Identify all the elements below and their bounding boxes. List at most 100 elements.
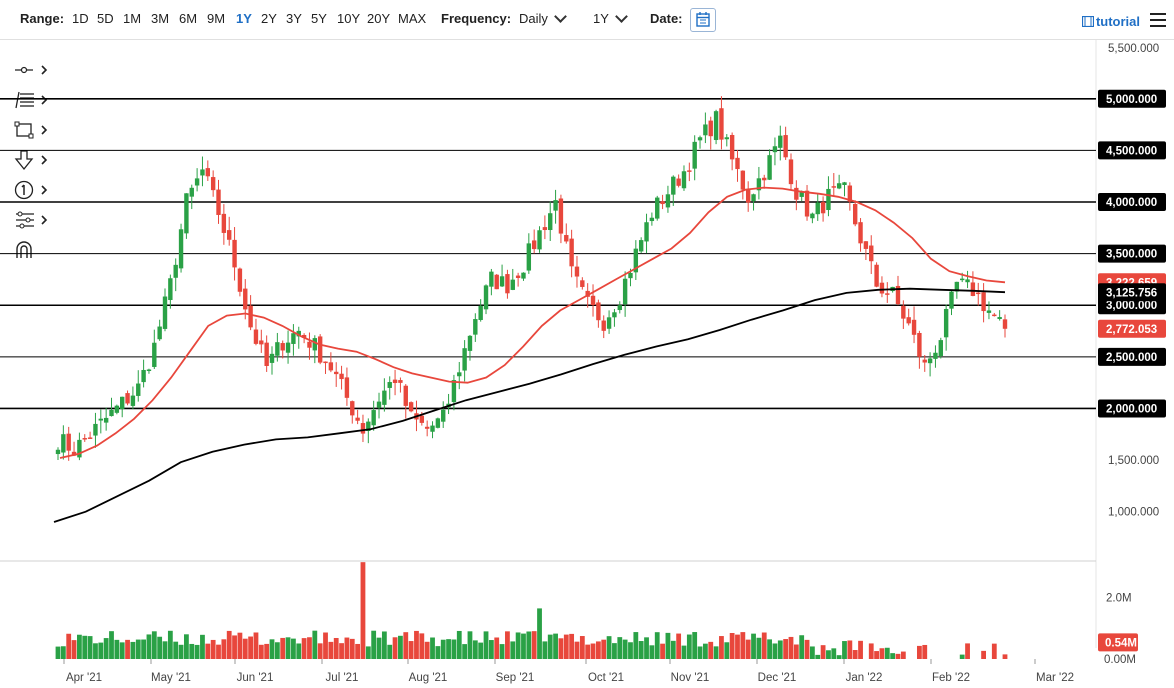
line-tool-button[interactable]	[12, 58, 52, 82]
range-button-1y[interactable]: 1Y	[236, 11, 252, 26]
volume-bar	[751, 633, 756, 659]
chevron-down-icon	[554, 10, 567, 23]
volume-bar	[649, 645, 655, 659]
volume-tick-0: 0.00M	[1104, 654, 1136, 666]
level-label-4500: 4,500.000	[1106, 145, 1157, 157]
range-button-1m[interactable]: 1M	[123, 11, 142, 26]
candle-body	[451, 380, 457, 403]
range-button-max[interactable]: MAX	[398, 11, 427, 26]
volume-bar	[895, 653, 901, 659]
candle-body	[708, 120, 713, 137]
rectangle-tool-button[interactable]	[12, 118, 52, 142]
range-button-6m[interactable]: 6M	[179, 11, 198, 26]
range-button-5y[interactable]: 5Y	[311, 11, 327, 26]
volume-bar	[419, 633, 425, 659]
candle-body	[194, 178, 200, 186]
date-picker-button[interactable]	[690, 8, 716, 32]
candle-body	[408, 402, 414, 412]
candle-body	[280, 343, 285, 351]
candle-body	[419, 415, 425, 423]
frequency-select[interactable]: Daily	[519, 10, 567, 26]
range-button-3y[interactable]: 3Y	[286, 11, 302, 26]
volume-bar	[328, 641, 334, 659]
candle-body	[371, 410, 376, 426]
volume-bar	[826, 650, 831, 659]
volume-bar	[494, 637, 500, 659]
range-button-5d[interactable]: 5D	[97, 11, 114, 26]
volume-bar	[205, 643, 211, 659]
volume-bar	[269, 639, 275, 659]
candle-body	[949, 291, 954, 309]
volume-bar	[900, 651, 906, 659]
tutorial-link[interactable]: tutorial	[1081, 14, 1140, 29]
magnet-tool-button[interactable]	[12, 238, 52, 262]
candle-body	[189, 187, 194, 197]
volume-bar	[510, 641, 516, 659]
volume-bar	[162, 641, 168, 659]
volume-bar	[189, 643, 195, 659]
volume-bar	[403, 632, 409, 659]
level-label-5000: 5,000.000	[1106, 94, 1157, 106]
volume-bar	[767, 639, 772, 659]
volume-bar	[82, 635, 88, 659]
candle-body	[109, 409, 114, 417]
volume-bar	[125, 639, 130, 659]
numbered-marker-icon	[14, 180, 48, 200]
number-tool-button[interactable]	[12, 178, 52, 202]
candle-body	[986, 310, 992, 313]
candle-body	[227, 230, 232, 240]
volume-bar	[852, 650, 858, 659]
volume-bar	[820, 645, 826, 659]
volume-bar	[349, 638, 355, 659]
volume-bar	[392, 637, 398, 659]
candle-body	[178, 229, 184, 269]
frequency-value: Daily	[519, 11, 548, 26]
volume-bar	[146, 634, 152, 659]
candle-body	[216, 189, 221, 215]
candle-body	[874, 264, 879, 287]
time-tick-label: Nov '21	[671, 672, 710, 684]
volume-bar	[414, 630, 419, 659]
level-label-2000: 2,000.000	[1106, 403, 1157, 415]
range-button-3m[interactable]: 3M	[151, 11, 170, 26]
period-value: 1Y	[593, 11, 609, 26]
time-tick-label: May '21	[151, 672, 191, 684]
range-button-1d[interactable]: 1D	[72, 11, 89, 26]
range-button-2y[interactable]: 2Y	[261, 11, 277, 26]
arrow-tool-button[interactable]	[12, 148, 52, 172]
volume-bar	[408, 641, 414, 659]
price-chart[interactable]: 2.0M 0.00M 0.54M 5,500.000 1,500.000 1,000.0…	[0, 40, 1174, 688]
volume-bar	[194, 644, 200, 659]
volume-bar	[761, 632, 767, 659]
volume-bar	[842, 641, 847, 659]
period-select[interactable]: 1Y	[593, 10, 628, 26]
candle-body	[253, 329, 259, 344]
menu-icon[interactable]	[1150, 13, 1166, 27]
time-tick-label: Sep '21	[496, 672, 535, 684]
volume-bar	[135, 639, 141, 659]
candle-body	[799, 191, 804, 197]
range-button-20y[interactable]: 20Y	[367, 11, 391, 26]
candle-body	[622, 278, 628, 305]
candle-body	[574, 266, 580, 277]
volume-bar	[638, 641, 644, 659]
candle-body	[938, 340, 943, 357]
candle-body	[778, 135, 783, 148]
candle-body	[120, 396, 125, 410]
volume-bar	[488, 640, 494, 659]
indicator-tool-button[interactable]	[12, 208, 52, 232]
candle-body	[794, 187, 799, 200]
volume-bar	[296, 643, 302, 659]
candle-body	[173, 264, 178, 278]
volume-bar	[221, 639, 227, 659]
volume-bar	[719, 636, 724, 659]
candle-body	[248, 305, 253, 328]
candle-body	[350, 401, 355, 416]
volume-bar	[531, 631, 537, 659]
candle-body	[66, 433, 71, 451]
candle-body	[628, 272, 633, 279]
range-button-9m[interactable]: 9M	[207, 11, 226, 26]
volume-bar	[60, 646, 66, 659]
volume-bar	[248, 636, 254, 659]
range-button-10y[interactable]: 10Y	[337, 11, 361, 26]
